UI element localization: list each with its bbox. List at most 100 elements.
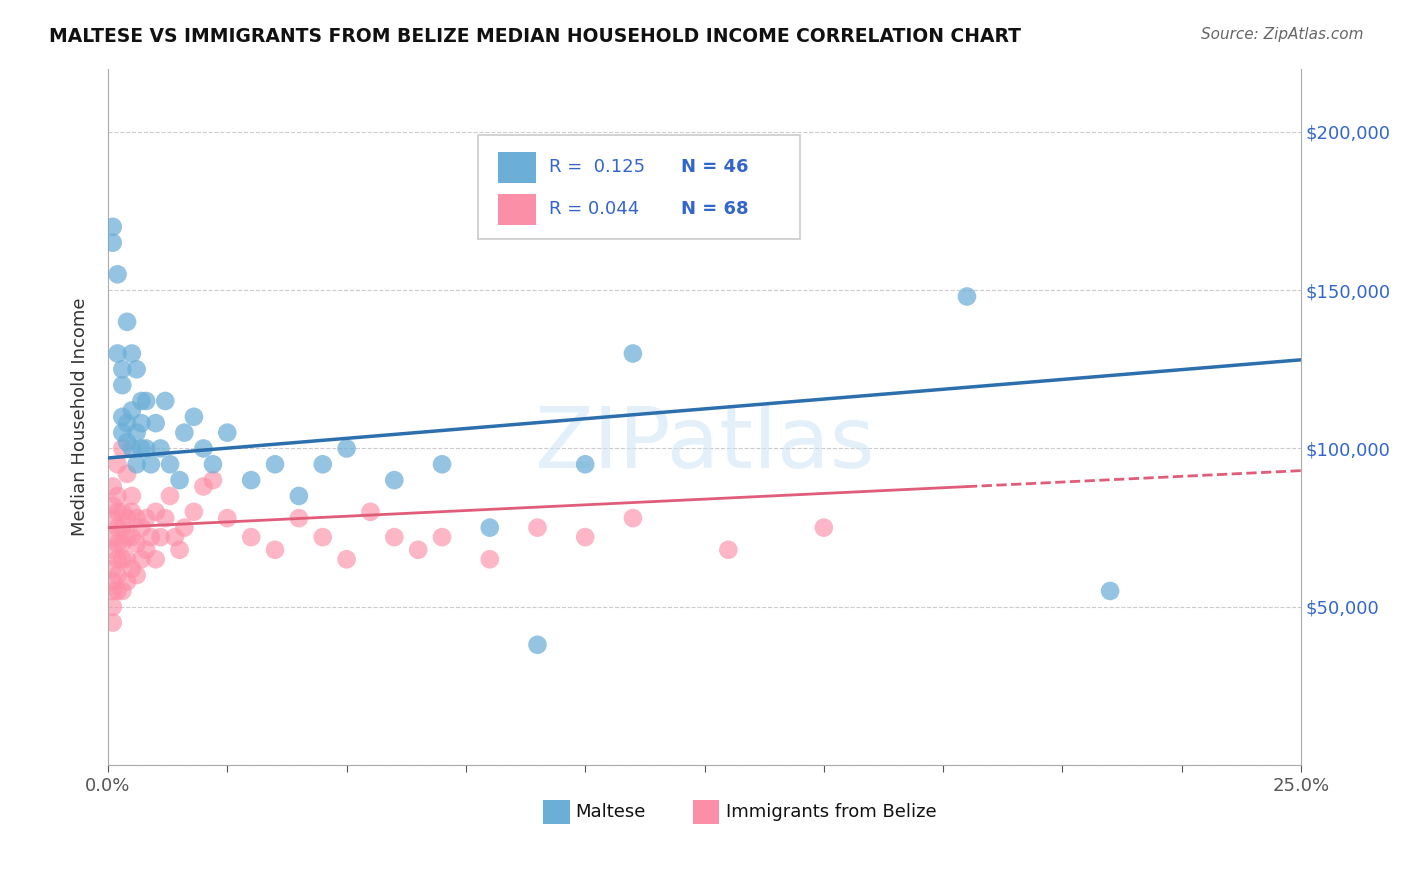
Text: N = 68: N = 68: [681, 200, 748, 219]
Point: [382, 530, 405, 544]
Point: [155, 394, 177, 409]
Point: [131, 552, 153, 566]
Point: [111, 505, 134, 519]
Point: [115, 574, 138, 589]
Point: [155, 511, 177, 525]
Point: [131, 442, 153, 456]
Point: [149, 442, 172, 456]
Bar: [498, 194, 536, 226]
Point: [359, 505, 381, 519]
Bar: [498, 153, 536, 184]
Point: [406, 542, 429, 557]
Point: [101, 530, 124, 544]
Point: [101, 574, 124, 589]
Point: [101, 499, 124, 513]
Point: [183, 505, 205, 519]
Point: [288, 511, 311, 525]
Text: R = 0.044: R = 0.044: [550, 200, 640, 219]
Point: [107, 505, 129, 519]
Point: [183, 409, 205, 424]
Point: [107, 584, 129, 599]
Point: [125, 568, 148, 582]
Point: [121, 442, 143, 456]
Point: [111, 409, 134, 424]
Point: [240, 530, 263, 544]
Point: [145, 416, 167, 430]
Text: N = 46: N = 46: [681, 159, 748, 177]
Point: [111, 552, 134, 566]
Point: [101, 511, 124, 525]
Point: [478, 521, 501, 535]
Point: [193, 479, 215, 493]
Point: [131, 521, 153, 535]
Y-axis label: Median Household Income: Median Household Income: [72, 298, 89, 536]
Point: [121, 530, 143, 544]
Point: [131, 394, 153, 409]
Point: [111, 536, 134, 550]
Point: [574, 458, 596, 472]
Point: [526, 638, 548, 652]
Text: R =  0.125: R = 0.125: [550, 159, 645, 177]
Point: [217, 425, 239, 440]
Point: [135, 394, 157, 409]
Point: [101, 235, 124, 250]
Point: [159, 489, 181, 503]
Point: [121, 505, 143, 519]
Point: [135, 542, 157, 557]
Point: [107, 552, 129, 566]
Point: [240, 473, 263, 487]
Point: [149, 530, 172, 544]
Point: [131, 416, 153, 430]
Point: [107, 568, 129, 582]
Point: [145, 552, 167, 566]
Point: [125, 511, 148, 525]
Point: [121, 403, 143, 417]
Point: [115, 416, 138, 430]
Point: [107, 536, 129, 550]
Point: [139, 458, 162, 472]
Point: [111, 442, 134, 456]
Point: [574, 530, 596, 544]
Point: [115, 530, 138, 544]
Point: [111, 378, 134, 392]
Text: ZIPatlas: ZIPatlas: [534, 403, 875, 486]
Point: [115, 552, 138, 566]
Point: [264, 458, 287, 472]
Point: [478, 552, 501, 566]
Point: [621, 511, 644, 525]
Point: [107, 268, 129, 282]
Point: [121, 562, 143, 576]
Point: [621, 346, 644, 360]
Point: [107, 489, 129, 503]
Point: [956, 289, 979, 303]
Point: [288, 489, 311, 503]
Text: Source: ZipAtlas.com: Source: ZipAtlas.com: [1201, 27, 1364, 42]
Point: [173, 521, 195, 535]
Bar: [693, 800, 718, 824]
Point: [312, 458, 335, 472]
Point: [135, 511, 157, 525]
Point: [145, 505, 167, 519]
Point: [111, 362, 134, 376]
Point: [264, 542, 287, 557]
Point: [312, 530, 335, 544]
FancyBboxPatch shape: [478, 135, 800, 239]
Point: [173, 425, 195, 440]
Point: [107, 521, 129, 535]
Point: [336, 552, 359, 566]
Point: [101, 562, 124, 576]
Point: [382, 473, 405, 487]
Point: [201, 458, 224, 472]
Point: [139, 530, 162, 544]
Point: [717, 542, 740, 557]
Point: [125, 536, 148, 550]
Point: [430, 458, 453, 472]
Point: [115, 435, 138, 450]
Point: [111, 584, 134, 599]
Point: [1099, 584, 1122, 599]
Point: [169, 542, 191, 557]
Point: [526, 521, 548, 535]
Point: [101, 479, 124, 493]
Point: [107, 458, 129, 472]
Point: [111, 425, 134, 440]
